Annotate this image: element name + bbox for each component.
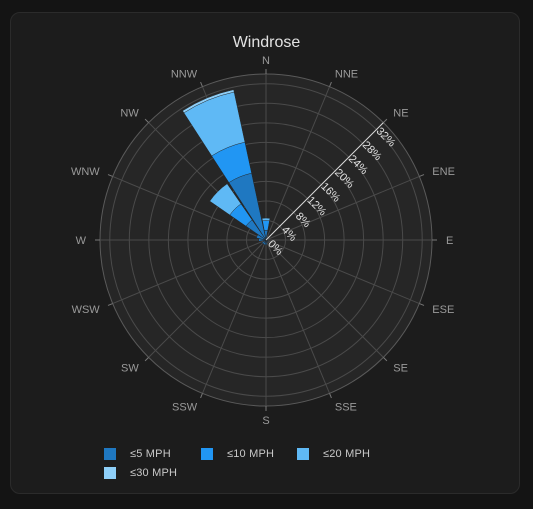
grid-spoke — [265, 176, 420, 241]
direction-tick — [107, 303, 113, 306]
direction-label: NE — [393, 108, 408, 120]
grid-spoke — [112, 176, 267, 241]
windrose-bar — [263, 229, 269, 241]
legend-item[interactable]: ≤5 MPH — [104, 447, 171, 461]
windrose-bar — [261, 239, 267, 245]
grid-spoke — [112, 239, 267, 304]
direction-tick — [144, 357, 149, 362]
chart-title: Windrose — [232, 34, 301, 51]
direction-tick — [419, 303, 425, 306]
direction-label: WNW — [71, 166, 100, 178]
legend-item[interactable]: ≤30 MPH — [104, 466, 177, 480]
windrose-bar — [256, 234, 267, 241]
direction-label: ESE — [432, 304, 454, 316]
direction-label: S — [262, 415, 269, 427]
grid-spoke — [265, 239, 384, 358]
grid-spoke — [148, 239, 267, 358]
legend-item[interactable]: ≤10 MPH — [201, 447, 274, 461]
direction-tick — [107, 174, 113, 177]
direction-label: SSW — [172, 401, 198, 413]
direction-label: NNW — [171, 69, 198, 81]
windrose-bar — [265, 239, 269, 241]
direction-tick — [383, 118, 388, 123]
windrose-bar — [228, 172, 267, 241]
legend-swatch — [104, 467, 116, 479]
legend-swatch — [297, 448, 309, 460]
direction-label: W — [76, 235, 87, 247]
direction-tick — [383, 357, 388, 362]
grid-spoke — [265, 239, 330, 394]
direction-label: E — [446, 235, 453, 247]
direction-label: SSE — [335, 401, 357, 413]
direction-label: N — [262, 55, 270, 67]
radial-axis-line — [265, 122, 384, 241]
direction-tick — [329, 393, 332, 399]
direction-tick — [200, 393, 203, 399]
legend-label: ≤20 MPH — [323, 448, 371, 460]
legend-label: ≤10 MPH — [227, 448, 275, 460]
direction-label: ENE — [432, 166, 455, 178]
direction-tick — [419, 174, 425, 177]
direction-label: WSW — [72, 304, 101, 316]
direction-label: SE — [393, 362, 408, 374]
grid-spoke — [265, 86, 330, 241]
direction-label: NW — [120, 108, 139, 120]
legend-swatch — [104, 448, 116, 460]
legend-label: ≤30 MPH — [130, 467, 178, 479]
direction-label: NNE — [335, 69, 358, 81]
legend-swatch — [201, 448, 213, 460]
direction-label: SW — [121, 362, 139, 374]
legend-item[interactable]: ≤20 MPH — [297, 447, 370, 461]
windrose-bar — [245, 219, 267, 241]
direction-tick — [329, 81, 332, 87]
grid-spoke — [265, 239, 420, 304]
direction-tick — [200, 81, 203, 87]
legend-label: ≤5 MPH — [130, 448, 171, 460]
grid-spoke — [202, 239, 267, 394]
direction-tick — [144, 118, 149, 123]
